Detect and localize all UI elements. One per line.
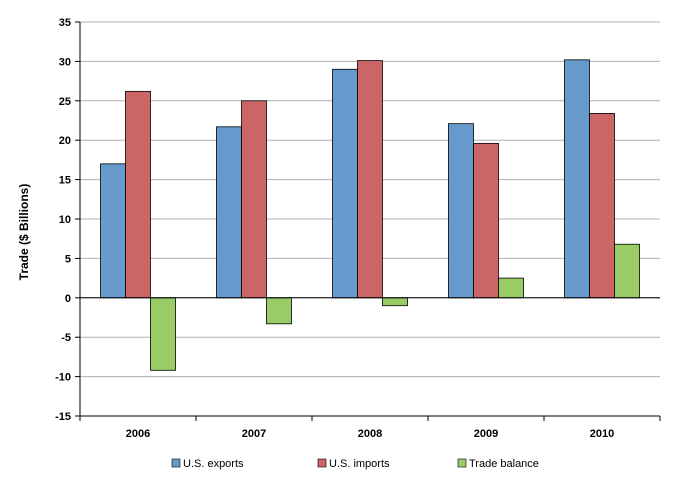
y-tick-label: -10 [55, 372, 71, 384]
y-tick-label: 15 [59, 175, 71, 187]
bar-u-s-exports-2008 [332, 68, 358, 299]
bar-trade-balance-2010 [614, 243, 640, 299]
y-tick-label: -5 [61, 332, 71, 344]
legend-label: U.S. exports [183, 458, 244, 470]
bar-trade-balance-2009 [498, 277, 524, 299]
bar-u-s-imports-2008 [357, 60, 383, 299]
bar-u-s-imports-2010 [589, 113, 615, 299]
y-tick-label: -15 [55, 411, 71, 423]
x-tick-label: 2007 [242, 428, 266, 440]
x-tick-labels: 2006 2007 2008 2009 2010 [126, 428, 614, 440]
legend-swatch [457, 458, 467, 468]
y-tick-label: 25 [59, 96, 71, 108]
bar-u-s-imports-2007 [241, 100, 267, 299]
x-tick-label: 2008 [358, 428, 382, 440]
bar-u-s-exports-2009 [448, 123, 474, 299]
y-tick-labels: -15 -10 -5 0 5 10 15 20 25 30 35 [55, 17, 71, 423]
y-tick-label: 30 [59, 56, 71, 68]
bar-u-s-imports-2006 [125, 90, 151, 299]
y-tick-label: 20 [59, 135, 71, 147]
bars [100, 59, 640, 371]
bar-trade-balance-2006 [150, 297, 176, 371]
x-tick-label: 2009 [474, 428, 498, 440]
bar-trade-balance-2008 [382, 297, 408, 307]
y-tick-label: 5 [65, 253, 71, 265]
legend-swatch [317, 458, 327, 468]
y-axis-label: Trade ($ Billions) [17, 184, 31, 281]
bar-u-s-exports-2010 [564, 59, 590, 299]
axes [75, 21, 661, 421]
bar-u-s-imports-2009 [473, 142, 499, 299]
y-tick-label: 35 [59, 17, 71, 29]
legend: U.S. exports U.S. imports Trade balance [171, 458, 539, 470]
bar-u-s-exports-2007 [216, 126, 242, 299]
y-tick-label: 0 [65, 293, 71, 305]
legend-label: Trade balance [469, 458, 539, 470]
bar-u-s-exports-2006 [100, 163, 126, 299]
legend-label: U.S. imports [329, 458, 390, 470]
y-tick-label: 10 [59, 214, 71, 226]
x-tick-label: 2010 [590, 428, 614, 440]
legend-swatch [171, 458, 181, 468]
x-tick-label: 2006 [126, 428, 150, 440]
bar-trade-balance-2007 [266, 297, 292, 325]
